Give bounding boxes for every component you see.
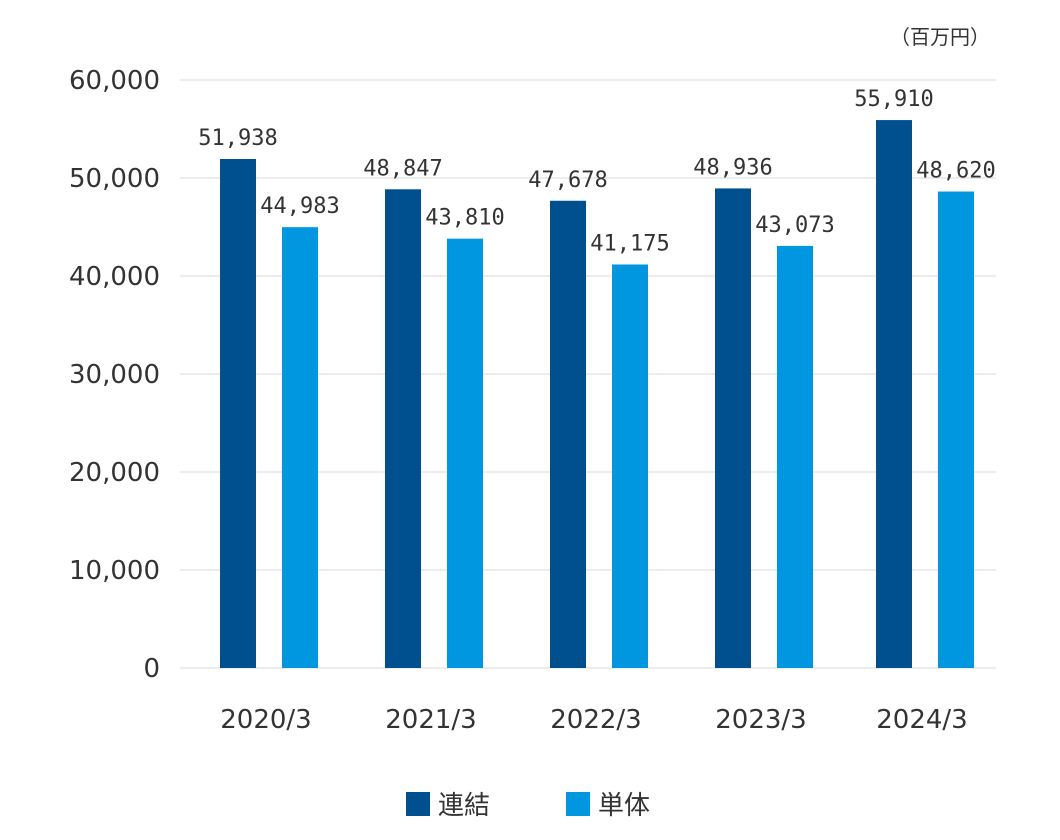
bar-consolidated [220, 159, 256, 668]
bar-standalone [612, 264, 648, 668]
y-tick-label: 50,000 [69, 164, 160, 194]
y-tick-label: 20,000 [69, 458, 160, 488]
data-label: 47,678 [528, 168, 607, 193]
legend: 連結 単体 [406, 791, 650, 821]
bar-consolidated [385, 189, 421, 669]
x-axis: 2020/3 2021/3 2022/3 2023/3 2024/3 [220, 705, 967, 735]
y-axis: 0 10,000 20,000 30,000 40,000 50,000 60,000 [69, 66, 160, 684]
bar-consolidated [550, 200, 586, 668]
y-tick-label: 10,000 [69, 556, 160, 586]
bar-standalone [938, 191, 974, 669]
bar-consolidated [876, 120, 912, 668]
legend-label: 連結 [438, 791, 490, 821]
data-label: 48,847 [363, 156, 442, 181]
legend-swatch [566, 792, 590, 816]
x-tick-label: 2023/3 [715, 705, 806, 735]
x-tick-label: 2022/3 [550, 705, 641, 735]
x-tick-label: 2020/3 [220, 705, 311, 735]
bar-consolidated [715, 188, 751, 669]
y-tick-label: 30,000 [69, 360, 160, 390]
legend-swatch [406, 792, 430, 816]
legend-label: 単体 [598, 791, 650, 821]
x-tick-label: 2021/3 [385, 705, 476, 735]
bars: 51,938 44,983 48,847 43,810 47,678 41,175 48,9… [198, 87, 996, 669]
y-tick-label: 40,000 [69, 262, 160, 292]
data-label: 43,810 [425, 206, 504, 231]
bar-standalone [777, 245, 813, 669]
data-label: 43,073 [755, 213, 834, 238]
data-label: 48,620 [916, 159, 995, 184]
unit-label: （百万円） [890, 25, 990, 49]
y-tick-label: 60,000 [69, 66, 160, 96]
data-label: 51,938 [198, 126, 277, 151]
y-tick-label: 0 [143, 654, 160, 684]
bar-standalone [447, 238, 483, 669]
data-label: 48,936 [693, 155, 772, 180]
data-label: 44,983 [260, 194, 339, 219]
data-label: 41,175 [590, 231, 669, 256]
x-tick-label: 2024/3 [876, 705, 967, 735]
data-label: 55,910 [854, 87, 933, 112]
bar-standalone [282, 227, 318, 668]
